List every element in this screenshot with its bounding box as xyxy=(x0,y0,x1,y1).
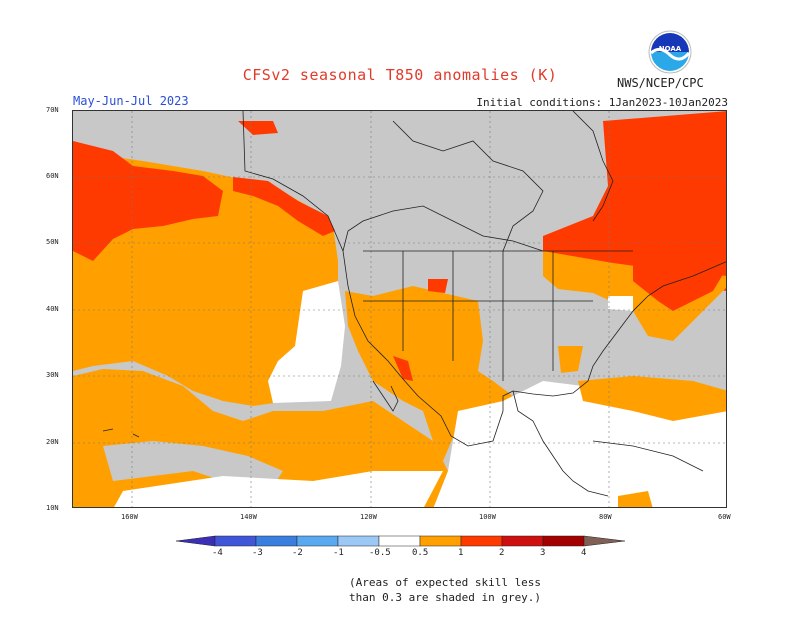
lon-label-120w: 120W xyxy=(360,513,377,521)
skill-note: (Areas of expected skill less than 0.3 a… xyxy=(349,575,541,605)
colorbar-swatch-2 xyxy=(255,535,298,547)
lon-label-140w: 140W xyxy=(240,513,257,521)
colorbar-left-arrow xyxy=(175,535,216,547)
colorbar-label-3: 3 xyxy=(540,548,546,558)
gulf-of-alaska-hot-region xyxy=(73,141,223,261)
gulf-caribbean-white-region xyxy=(433,381,726,507)
colorbar-label-neg1: -1 xyxy=(333,548,344,558)
noaa-logo-icon: NOAA xyxy=(648,30,692,74)
skill-note-line-1: (Areas of expected skill less xyxy=(349,576,542,589)
pacific-low-skill-white-region xyxy=(268,281,345,403)
lat-label-40n: 40N xyxy=(46,305,59,313)
western-atlantic-warm-region xyxy=(578,376,726,421)
arctic-hot-patch xyxy=(238,121,278,135)
agency-label: NWS/NCEP/CPC xyxy=(617,76,704,90)
plains-hot-patch xyxy=(428,279,448,293)
skill-note-line-2: than 0.3 are shaded in grey.) xyxy=(349,591,542,604)
new-england-hot-patch xyxy=(633,261,726,311)
map-gridlines xyxy=(73,111,726,507)
lat-label-50n: 50N xyxy=(46,238,59,246)
colorbar-label-neg3: -3 xyxy=(252,548,263,558)
colorbar-swatch-9 xyxy=(542,535,585,547)
colorbar-swatch-7 xyxy=(460,535,503,547)
mexico-hot-patch xyxy=(393,356,413,381)
colorbar-label-neg2: -2 xyxy=(292,548,303,558)
lon-label-60w: 60W xyxy=(718,513,731,521)
mid-atlantic-white-patch xyxy=(608,296,633,311)
eastern-canada-hot-region xyxy=(543,111,726,291)
colorbar-label-2: 2 xyxy=(499,548,505,558)
colorbar-label-neg4: -4 xyxy=(212,548,223,558)
lon-label-160w: 160W xyxy=(121,513,138,521)
lat-label-10n: 10N xyxy=(46,504,59,512)
lon-label-80w: 80W xyxy=(599,513,612,521)
season-label: May-Jun-Jul 2023 xyxy=(73,94,189,108)
colorbar-label-4: 4 xyxy=(581,548,587,558)
map-canvas xyxy=(73,111,726,507)
colorbar-label-1: 1 xyxy=(458,548,464,558)
colorbar-right-arrow xyxy=(583,535,626,547)
logo-text: NOAA xyxy=(659,45,682,53)
map-title: CFSv2 seasonal T850 anomalies (K) xyxy=(242,66,558,84)
southeast-us-warm-patch xyxy=(558,346,583,373)
colorbar-swatch-3 xyxy=(296,535,339,547)
lat-label-30n: 30N xyxy=(46,371,59,379)
colorbar-label-neg05: -0.5 xyxy=(369,548,391,558)
caribbean-warm-patch xyxy=(618,491,653,507)
colorbar-label-05: 0.5 xyxy=(412,548,429,558)
anomaly-map xyxy=(72,110,727,508)
bc-coast-hot-region xyxy=(233,177,335,236)
colorbar-swatch-1 xyxy=(214,535,257,547)
colorbar-swatch-6 xyxy=(419,535,462,547)
colorbar-swatch-8 xyxy=(501,535,544,547)
tropical-pacific-grey-region xyxy=(103,441,283,486)
lon-label-100w: 100W xyxy=(479,513,496,521)
lat-label-20n: 20N xyxy=(46,438,59,446)
lat-label-60n: 60N xyxy=(46,172,59,180)
lat-label-70n: 70N xyxy=(46,106,59,114)
initial-conditions-label: Initial conditions: 1Jan2023-10Jan2023 xyxy=(476,96,728,109)
colorbar-swatch-4 xyxy=(337,535,380,547)
coastlines xyxy=(102,111,726,497)
colorbar-swatch-5 xyxy=(378,535,421,547)
